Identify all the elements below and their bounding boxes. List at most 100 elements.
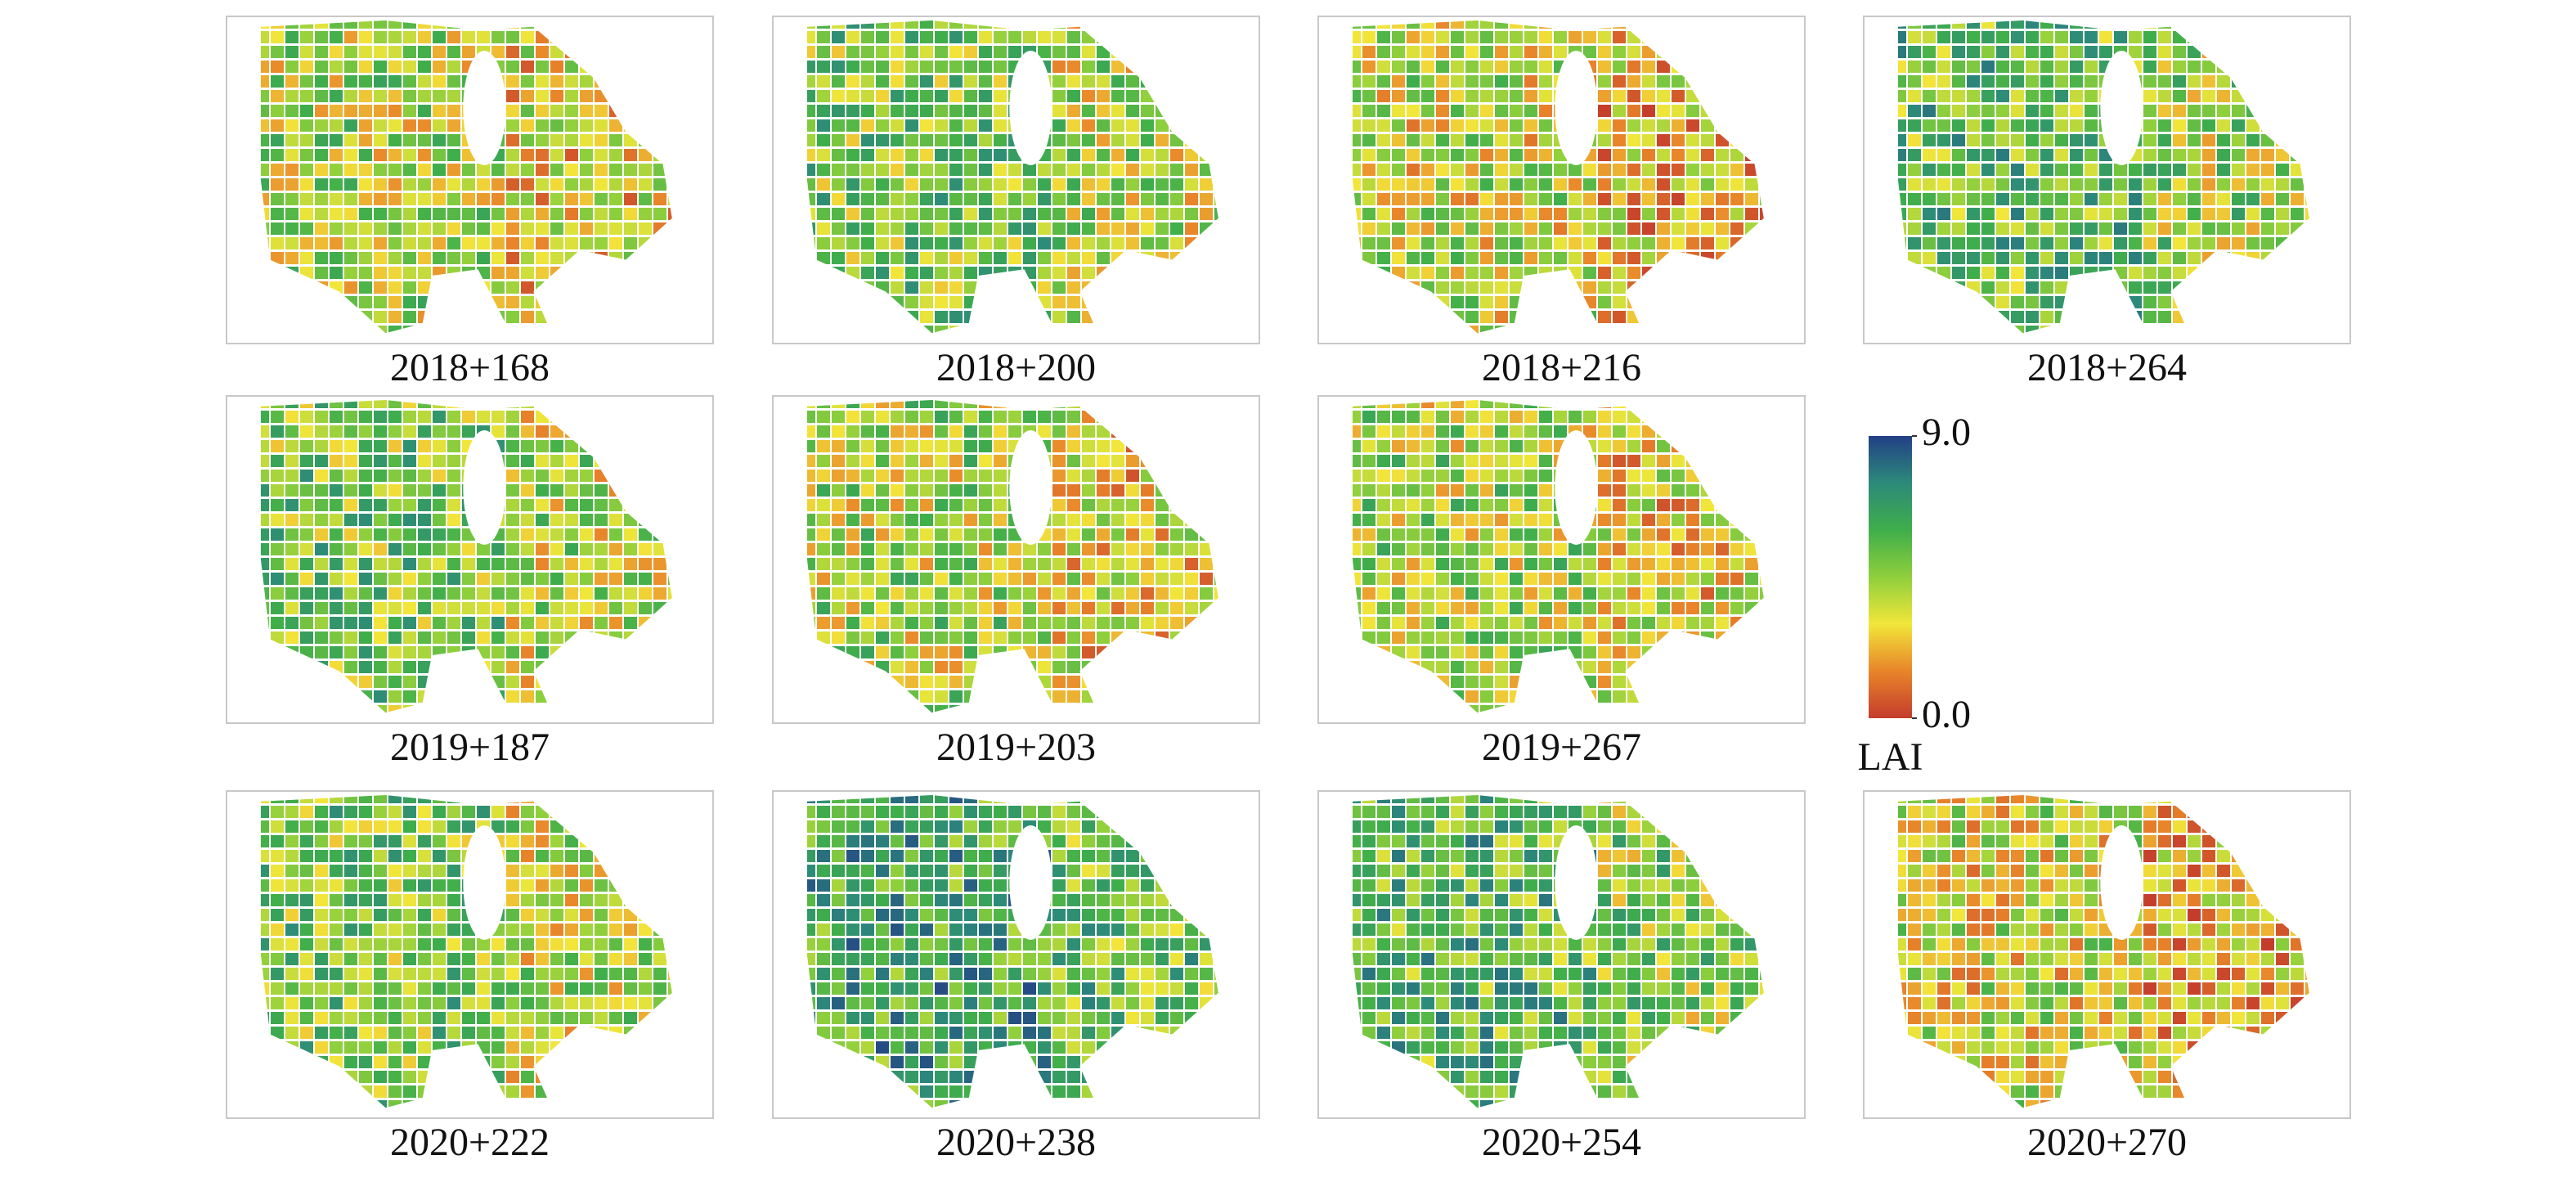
map-cell [1097,676,1110,688]
map-cell [1804,31,1817,43]
map-cell [418,543,431,555]
map-cell [2129,178,2142,191]
map-cell [1745,411,1758,423]
map-cell [624,528,637,541]
map-cell [1981,222,1995,235]
map-cell [1937,296,1950,308]
map-cell [330,514,343,526]
map-cell [2085,31,2098,43]
map-cell [1657,484,1670,497]
map-cell [1333,425,1346,438]
map-cell [935,208,948,220]
map-cell [2173,296,2186,308]
map-cell [1259,134,1272,146]
map-cell [374,499,387,511]
map-cell [668,646,672,658]
map-cell [1864,208,1877,220]
map-cell [832,631,845,644]
map-cell [1686,75,1699,88]
map-cell [1878,75,1892,88]
map-cell [1760,134,1764,146]
map-cell [447,193,460,205]
map-cell [668,425,672,438]
map-cell [506,705,519,713]
map-cell [683,296,696,308]
map-cell [2305,311,2309,323]
map-cell [1023,690,1036,703]
map-cell [668,252,672,264]
map-cell [698,267,711,279]
map-cell [403,296,416,308]
map-cell [565,75,578,88]
map-cell [1789,252,1802,264]
map-cell [2173,237,2186,249]
map-cell [817,164,830,176]
map-cell [403,661,416,673]
map-cell [1760,237,1764,249]
map-cell [653,425,666,438]
map-cell [2026,164,2039,176]
map-cell [1775,178,1788,191]
map-cell [580,31,593,43]
map-cell [315,46,328,58]
map-cell [241,105,254,117]
map-cell [1082,558,1095,570]
map-cell [418,514,431,526]
map-cell [1377,208,1390,220]
map-cell [668,237,672,249]
map-cell [935,543,948,555]
map-cell [1716,75,1729,88]
map-cell [388,134,402,146]
map-cell [1627,267,1640,279]
map-cell [1185,690,1198,703]
map-cell [260,499,269,511]
map-cell [1789,46,1802,58]
map-cell [285,455,298,467]
map-cell [1804,46,1817,58]
map-cell [1259,267,1272,279]
map-cell [1627,164,1640,176]
map-cell [1897,267,1906,279]
map-cell [1760,440,1764,452]
map-cell [683,396,696,408]
map-cell [653,222,666,235]
map-cell [1745,193,1758,205]
map-cell [1318,396,1331,408]
map-cell [1897,105,1906,117]
map-cell [1097,311,1110,323]
map-cell [2173,105,2186,117]
map-cell [506,587,519,600]
map-cell [2158,90,2171,102]
map-cell [1996,31,2009,43]
map-cell [1008,587,1021,600]
map-cell [2349,16,2363,29]
map-cell [1141,252,1154,264]
map-cell [2232,208,2245,220]
map-cell [1878,90,1892,102]
map-cell [565,646,578,658]
map-cell [949,646,963,658]
map-cell [1244,440,1257,452]
map-cell [2173,164,2186,176]
map-cell [388,470,402,482]
map-cell [2085,178,2098,191]
map-cell [271,164,284,176]
map-cell [1937,311,1950,323]
map-cell [1126,222,1139,235]
map-cell [920,455,933,467]
map-cell [817,661,830,673]
map-cell [1067,105,1080,117]
map-cell [964,470,977,482]
map-cell [1214,31,1218,43]
map-cell [418,326,431,334]
map-cell [1981,75,1995,88]
map-cell [374,514,387,526]
map-cell [536,425,549,438]
map-cell [260,676,269,688]
map-cell [2276,193,2289,205]
map-cell [595,558,608,570]
map-cell [1451,46,1464,58]
map-cell [2202,46,2215,58]
map-cell [1141,411,1154,423]
map-cell [1598,75,1611,88]
